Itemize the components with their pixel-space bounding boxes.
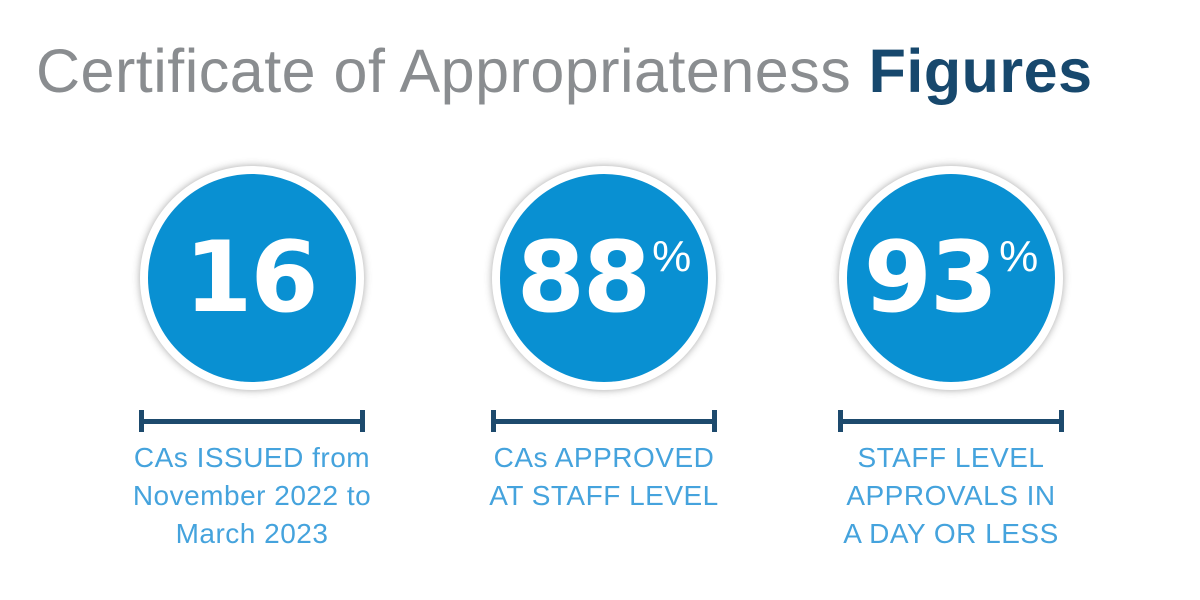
stat-number-group: 93 % xyxy=(864,229,1039,327)
range-line-cap-left xyxy=(139,410,144,432)
range-line-bar xyxy=(496,418,712,424)
stat-caption: STAFF LEVEL APPROVALS IN A DAY OR LESS xyxy=(843,442,1059,549)
stat-circle: 93 % xyxy=(839,166,1063,390)
title-bold-text: Figures xyxy=(868,37,1093,105)
page-title: Certificate of Appropriateness Figures xyxy=(36,36,1176,106)
range-line xyxy=(838,410,1064,432)
range-line-cap-right xyxy=(1059,410,1064,432)
stat-card-cas-issued: 16 CAs ISSUED from November 2022 to Marc… xyxy=(82,166,422,553)
stat-caption: CAs APPROVED AT STAFF LEVEL xyxy=(489,442,719,511)
stat-card-approvals-in-a-day: 93 % STAFF LEVEL APPROVALS IN A DAY OR L… xyxy=(781,166,1121,553)
stat-value: 88 xyxy=(516,221,651,335)
stat-circle: 88 % xyxy=(492,166,716,390)
range-line-bar xyxy=(144,418,360,424)
stat-number-group: 88 % xyxy=(517,229,692,327)
stat-unit: % xyxy=(999,232,1039,281)
stat-value: 16 xyxy=(184,221,318,335)
range-line xyxy=(139,410,365,432)
range-line-cap-left xyxy=(491,410,496,432)
range-line xyxy=(491,410,717,432)
range-line-cap-right xyxy=(712,410,717,432)
range-line-cap-left xyxy=(838,410,843,432)
stat-value: 93 xyxy=(863,221,998,335)
range-line-cap-right xyxy=(360,410,365,432)
stat-circle: 16 xyxy=(140,166,364,390)
title-regular-text: Certificate of Appropriateness xyxy=(36,37,852,105)
stat-unit: % xyxy=(652,232,692,281)
stat-number-group: 16 xyxy=(184,229,319,327)
stat-caption: CAs ISSUED from November 2022 to March 2… xyxy=(132,442,372,549)
stat-card-approved-staff-level: 88 % CAs APPROVED AT STAFF LEVEL xyxy=(434,166,774,515)
range-line-bar xyxy=(843,418,1059,424)
